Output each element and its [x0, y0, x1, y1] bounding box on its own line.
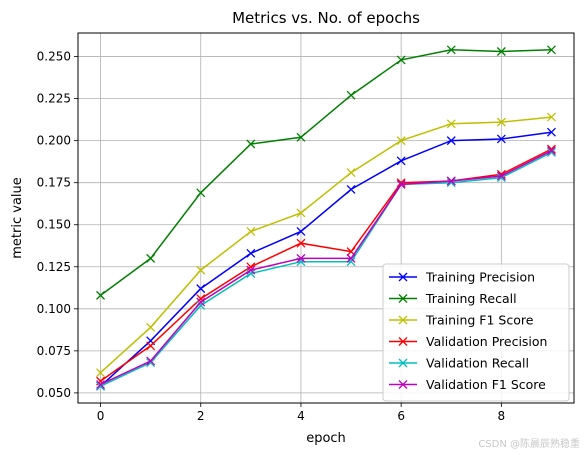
- x-tick-label: 4: [297, 409, 305, 423]
- data-point-marker: [296, 253, 306, 263]
- y-tick-label: 0.150: [37, 218, 71, 232]
- series-line: [100, 150, 552, 386]
- data-point-marker: [296, 208, 306, 218]
- legend-entry: Validation F1 Score: [389, 377, 546, 392]
- data-point-marker: [446, 136, 456, 146]
- series-layer: [96, 45, 556, 391]
- legend-label: Training Precision: [425, 270, 535, 285]
- series-training-recall: [96, 45, 556, 300]
- data-point-marker: [196, 300, 206, 310]
- data-point-marker: [546, 147, 556, 157]
- data-point-marker: [346, 253, 356, 263]
- data-point-marker: [146, 358, 156, 368]
- y-tick-label: 0.175: [37, 176, 71, 190]
- series-line: [100, 49, 552, 297]
- legend-marker: [398, 294, 408, 303]
- data-point-marker: [296, 226, 306, 236]
- legend: Training Precision Training Recall Trainin…: [382, 263, 570, 402]
- y-tick-label: 0.075: [37, 344, 71, 358]
- series-line: [99, 116, 552, 374]
- y-tick-label: 0.050: [37, 386, 71, 400]
- y-tick-label: 0.250: [37, 50, 71, 64]
- legend-marker: [398, 380, 408, 389]
- legend-label: Validation Recall: [426, 356, 529, 371]
- series-line: [100, 148, 552, 382]
- legend-marker: [398, 358, 408, 368]
- data-point-marker: [546, 45, 556, 55]
- data-point-marker: [396, 55, 406, 65]
- data-point-marker: [246, 265, 256, 275]
- data-point-marker: [546, 146, 556, 156]
- data-point-marker: [496, 47, 506, 56]
- x-axis-label: epoch: [306, 431, 346, 446]
- data-point-marker: [496, 171, 506, 181]
- plot-area-frame: [77, 32, 575, 404]
- data-point-marker: [546, 112, 556, 122]
- data-point-marker: [396, 156, 406, 166]
- series-training-f1-score: [96, 112, 556, 378]
- y-tick-label: 0.225: [37, 92, 71, 106]
- data-point-marker: [146, 322, 156, 332]
- legend-box: [382, 263, 570, 402]
- x-tick-label: 6: [397, 409, 405, 423]
- chart-title: Metrics vs. No. of epochs: [232, 9, 420, 27]
- data-point-marker: [396, 179, 406, 189]
- legend-entry: Validation Recall: [389, 356, 529, 371]
- data-point-marker: [146, 356, 156, 366]
- data-point-marker: [196, 297, 206, 307]
- data-point-marker: [246, 269, 256, 278]
- legend-label: Validation F1 Score: [426, 377, 546, 392]
- legend-marker: [398, 337, 408, 346]
- x-tick-label: 8: [498, 409, 506, 423]
- data-point-marker: [146, 341, 156, 351]
- legend-marker: [398, 315, 408, 325]
- data-point-marker: [146, 253, 156, 263]
- axis-ticks: 0 2 4 6 8 0.050 0.075 0.100 0.125 0.150 0.175 0.200…: [37, 50, 506, 423]
- data-point-marker: [496, 134, 506, 144]
- x-tick-label: 0: [97, 409, 105, 423]
- legend-label: Validation Precision: [426, 334, 547, 349]
- legend-entry: Validation Precision: [389, 334, 547, 349]
- y-tick-label: 0.100: [37, 302, 71, 316]
- data-point-marker: [296, 238, 306, 248]
- data-point-marker: [546, 127, 556, 137]
- data-point-marker: [246, 248, 256, 258]
- data-point-marker: [446, 119, 456, 129]
- data-point-marker: [446, 45, 456, 55]
- series-training-precision: [96, 127, 556, 391]
- data-point-marker: [196, 284, 206, 294]
- data-point-marker: [346, 184, 356, 194]
- y-tick-label: 0.200: [37, 134, 71, 148]
- data-point-marker: [346, 168, 356, 178]
- x-tick-label: 2: [197, 409, 205, 423]
- data-point-marker: [196, 188, 206, 198]
- y-axis-label: metric value: [10, 177, 25, 259]
- legend-label: Training Recall: [425, 291, 517, 306]
- data-point-marker: [96, 368, 106, 378]
- series-line: [100, 151, 552, 387]
- data-point-marker: [96, 380, 106, 389]
- series-line: [99, 131, 552, 387]
- series-validation-f1-score: [96, 146, 556, 389]
- legend-label: Training F1 Score: [425, 313, 534, 328]
- data-point-marker: [396, 178, 406, 188]
- data-point-marker: [446, 176, 456, 186]
- data-point-marker: [246, 226, 256, 236]
- y-tick-label: 0.125: [37, 260, 71, 274]
- data-point-marker: [246, 139, 256, 149]
- legend-entry: Training Recall: [389, 291, 517, 306]
- data-point-marker: [396, 136, 406, 146]
- data-point-marker: [96, 290, 106, 300]
- data-point-marker: [196, 265, 206, 275]
- data-point-marker: [496, 117, 506, 127]
- watermark-text: CSDN @陈晨辰熟稳重: [478, 437, 580, 450]
- data-point-marker: [346, 90, 356, 100]
- data-point-marker: [296, 132, 306, 142]
- grid-lines: [78, 33, 574, 403]
- legend-entry: Training Precision: [389, 270, 535, 285]
- legend-marker: [398, 272, 408, 282]
- legend-entry: Training F1 Score: [389, 313, 534, 328]
- data-point-marker: [196, 294, 206, 304]
